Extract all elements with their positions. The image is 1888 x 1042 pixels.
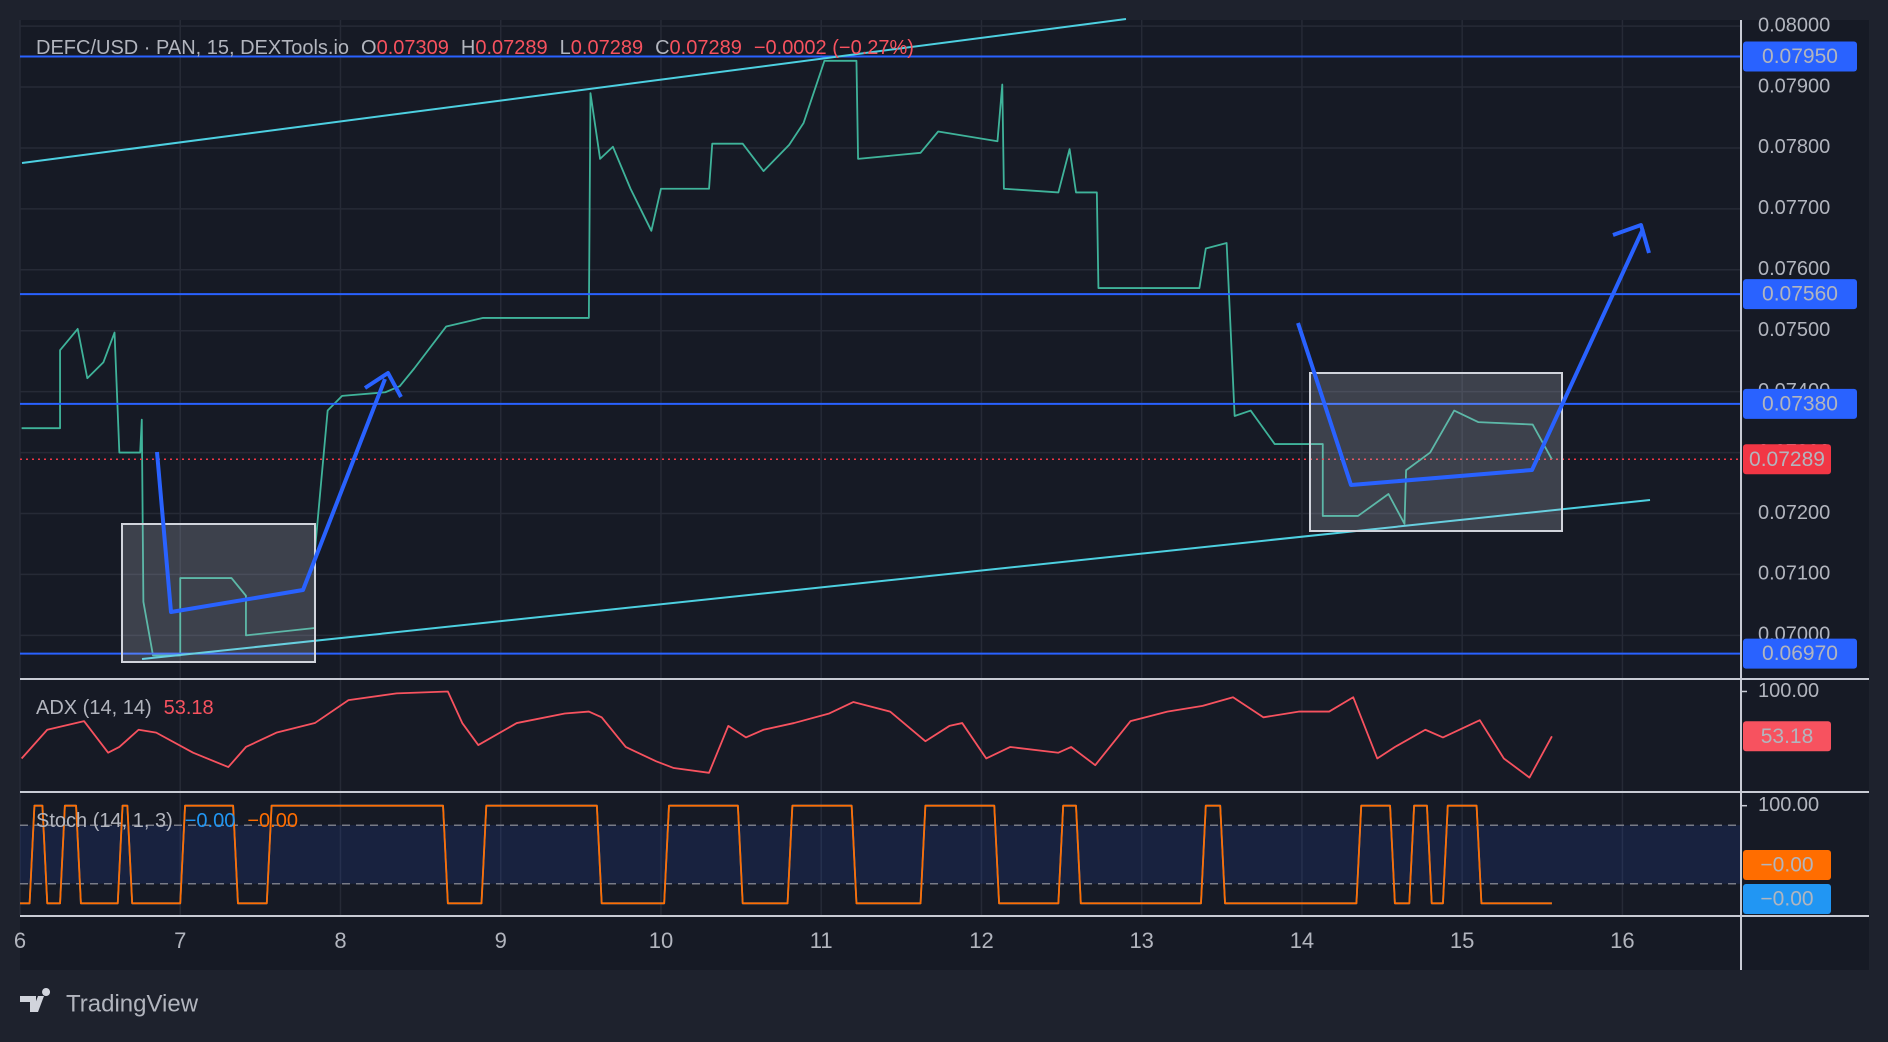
x-tick-label: 11 [810,928,833,953]
y-tick-label: 0.07600 [1758,258,1830,280]
level-label-box [1743,638,1857,669]
data-layer [20,55,1741,905]
drawings [21,18,1651,663]
series-line [20,804,1552,905]
pane-legend: DEFC/USD · PAN, 15, DEXTools.io O0.07309 H… [36,37,914,59]
x-tick-label: 12 [969,928,993,953]
pane-legend: ADX (14, 14) 53.18 [36,697,214,719]
series-line [20,690,1553,779]
legend-title: ADX (14, 14) [36,697,152,719]
x-tick-label: 7 [174,928,186,953]
x-tick-label: 10 [649,928,673,953]
level-label: 0.07560 [1762,283,1838,306]
y-tick-label: 0.07200 [1758,502,1830,524]
y-tick-label: 0.08000 [1758,14,1830,36]
ohlc-value: 0.07309 [377,37,449,59]
legend-title: DEFC/USD · PAN, 15, DEXTools.io [36,37,349,59]
x-tick-label: 16 [1610,928,1634,953]
last-value-box [1743,721,1831,752]
ohlc-key: O [361,37,377,59]
labels: 6 7 8 9 10 11 12 13 14 15 160.070000.071000.072000… [14,14,1857,953]
x-tick-label: 6 [14,928,26,953]
legend-change: −0.0002 (−0.27%) [754,37,914,59]
legend-value: 53.18 [164,697,214,719]
legend-value: −0.00 [247,810,298,832]
level-label-box [1743,41,1857,72]
level-label: 0.07950 [1762,45,1838,68]
pane-legend: Stoch (14, 1, 3) −0.00 −0.00 [36,810,298,832]
branding: TradingView [20,988,199,1017]
ohlc-key: H [461,37,475,59]
last-value-box [1743,444,1831,475]
range-box [1309,372,1563,532]
ohlc-value: 0.07289 [670,37,742,59]
last-value-box [1743,884,1831,914]
ohlc-key: L [560,37,571,59]
trend-line [21,18,1127,164]
level-label-box [1743,279,1857,310]
last-value-label: 53.18 [1761,725,1814,748]
trend-line [141,499,1651,660]
last-value-box [1743,850,1831,880]
series-line [21,59,1553,657]
level-label-box [1743,388,1857,419]
last-value-label: −0.00 [1760,888,1813,911]
ohlc-key: C [655,37,669,59]
ohlc-value: 0.07289 [475,37,547,59]
ohlc-value: 0.07289 [571,37,643,59]
level-label: 0.07380 [1762,392,1838,415]
grid-layer [19,20,1747,915]
level-label: 0.06970 [1762,642,1838,665]
y-tick-label: 0.07700 [1758,197,1830,219]
arrow-head [1612,223,1651,254]
x-tick-label: 8 [334,928,346,953]
logo [20,988,51,1012]
last-value-label: −0.00 [1760,854,1813,877]
y-tick-label: 100.00 [1758,794,1819,816]
band-fill [20,825,1741,884]
brand-name: TradingView [66,990,199,1017]
x-tick-label: 9 [495,928,507,953]
legend-title: Stoch (14, 1, 3) [36,810,173,832]
x-tick-label: 15 [1450,928,1474,953]
legend-value: −0.00 [185,810,236,832]
arrow-head [363,371,403,398]
x-tick-label: 13 [1129,928,1153,953]
y-tick-label: 100.00 [1758,680,1819,702]
y-tick-label: 0.07100 [1758,563,1830,585]
y-tick-label: 0.07900 [1758,75,1830,97]
y-tick-label: 0.07500 [1758,319,1830,341]
x-tick-label: 14 [1290,928,1314,953]
chart-background [20,20,1869,970]
arrow [1296,228,1645,487]
frame [20,20,1869,970]
arrow [155,378,387,614]
y-tick-label: 0.07800 [1758,136,1830,158]
last-value-label: 0.07289 [1749,448,1825,471]
